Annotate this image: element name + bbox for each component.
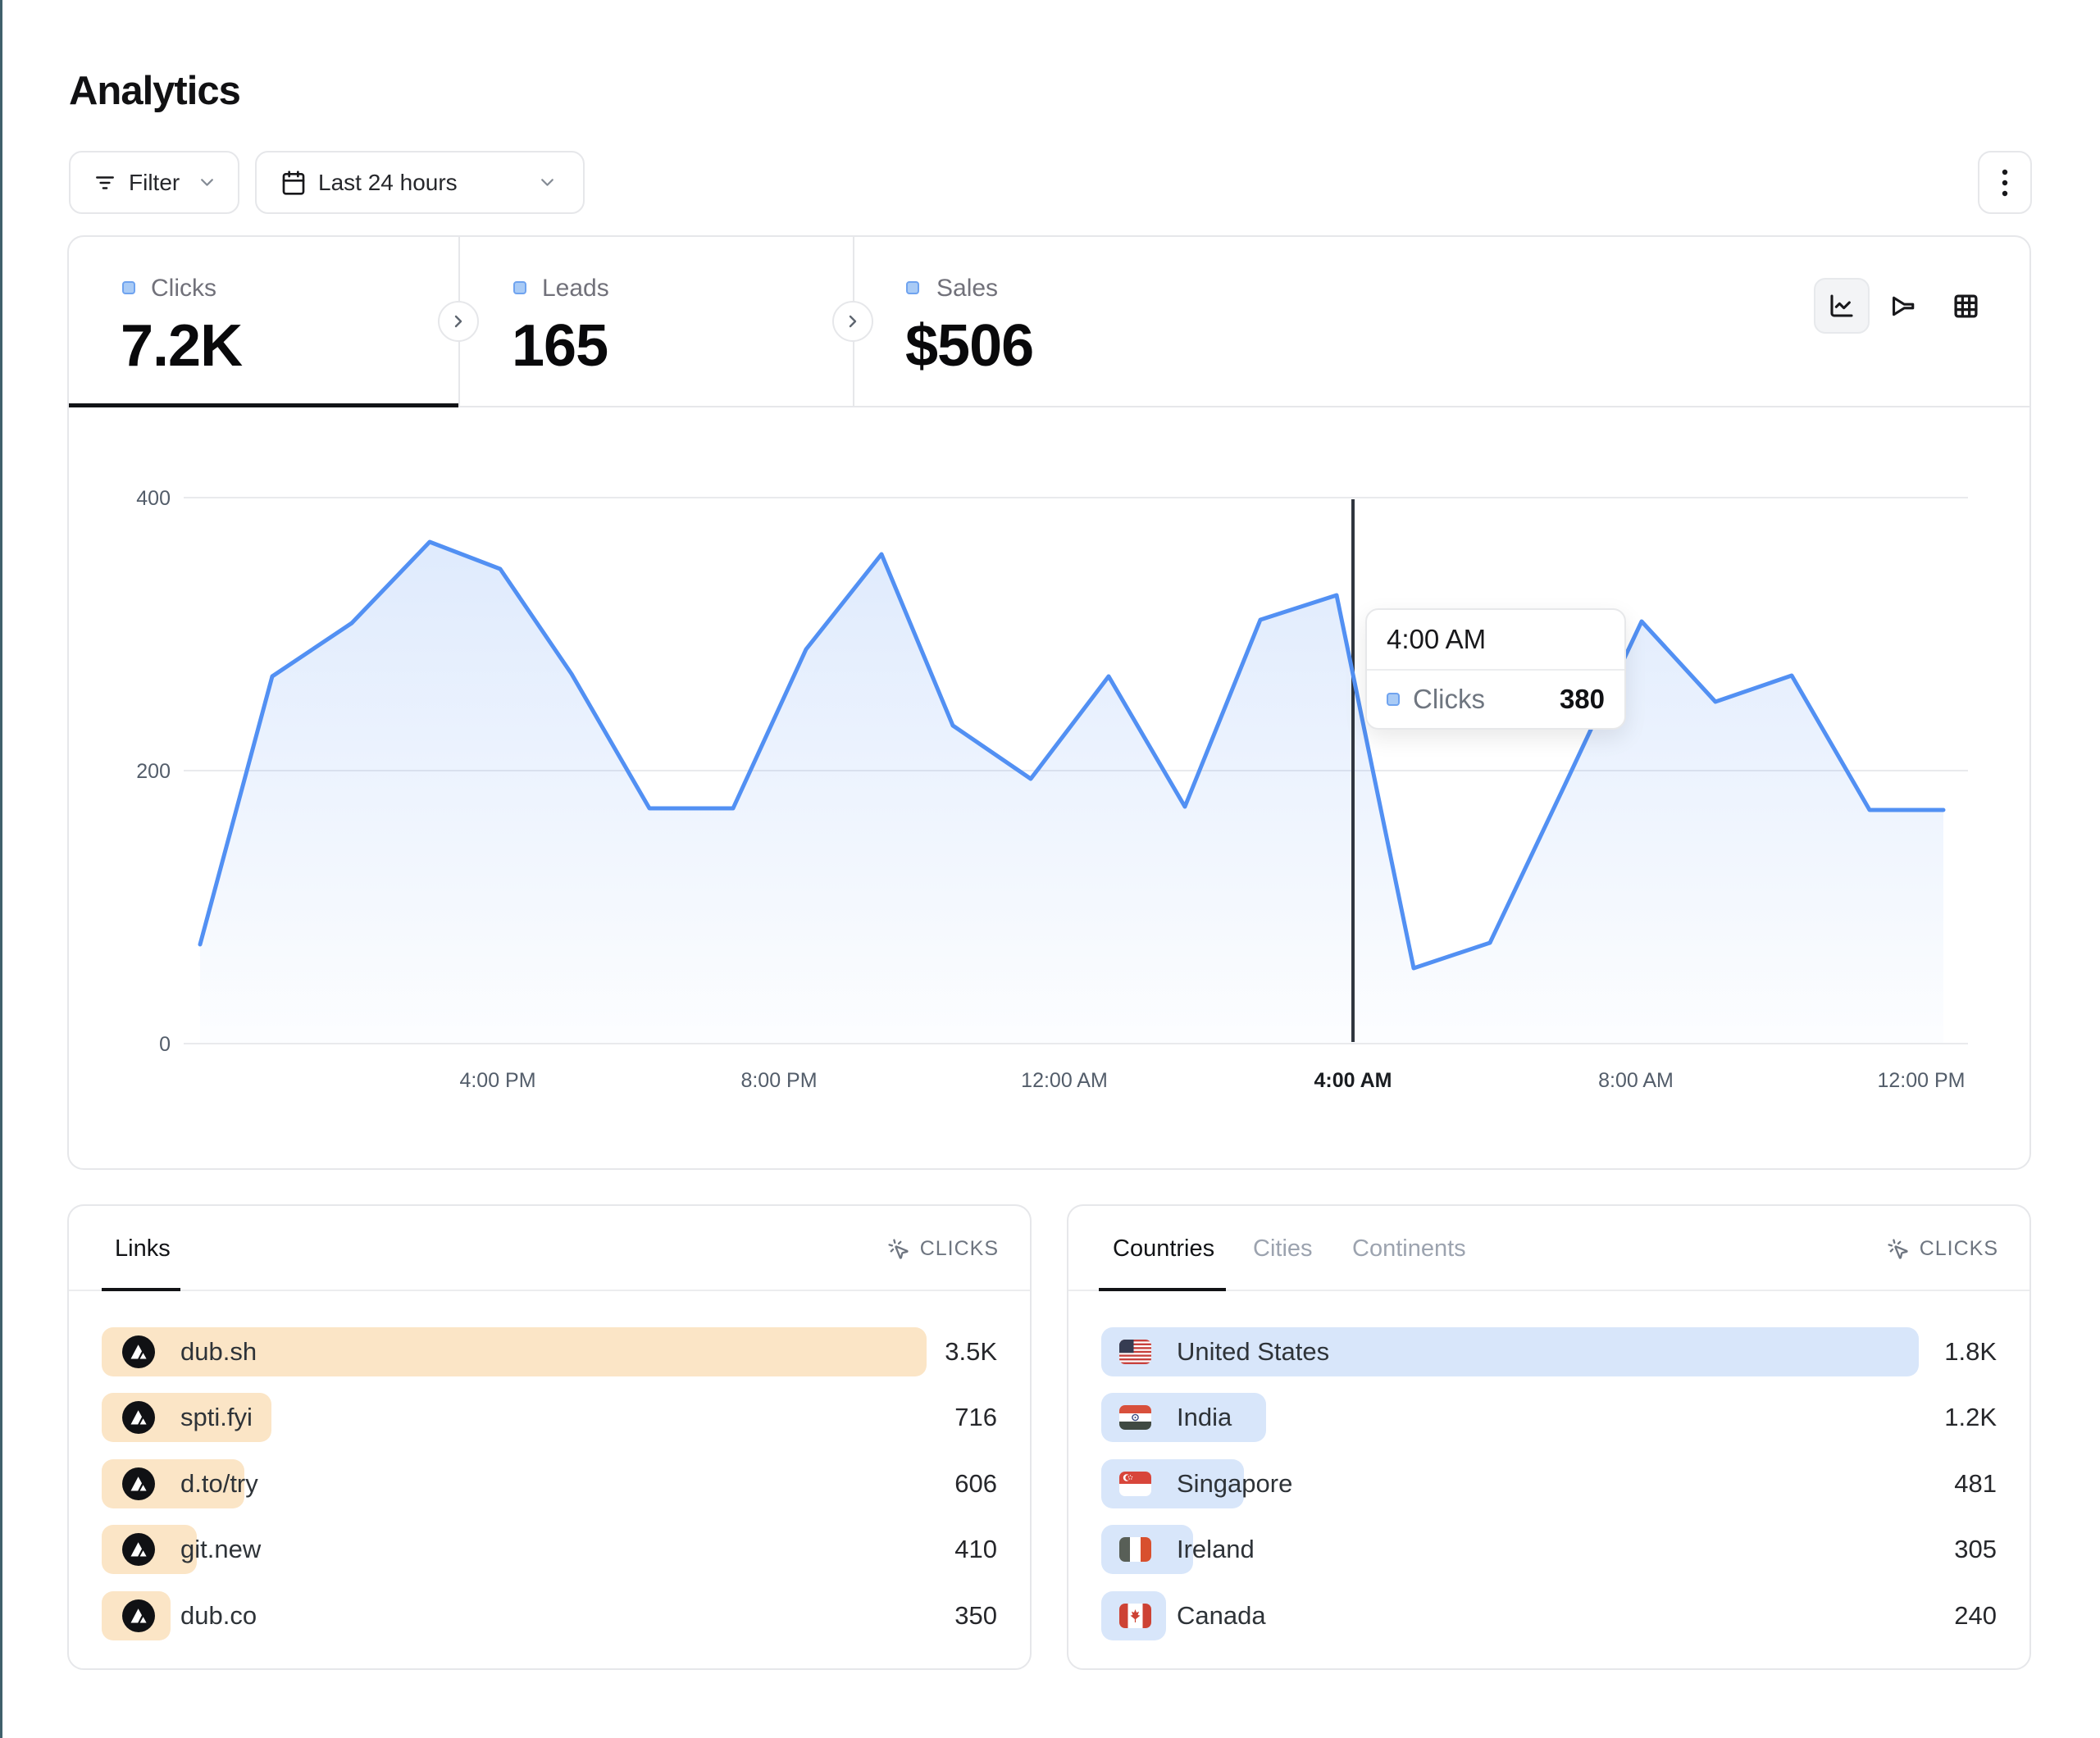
svg-text:8:00 AM: 8:00 AM — [1598, 1069, 1674, 1092]
svg-text:200: 200 — [136, 760, 171, 783]
svg-text:12:00 AM: 12:00 AM — [1021, 1069, 1108, 1092]
svg-text:8:00 PM: 8:00 PM — [740, 1069, 817, 1092]
svg-text:0: 0 — [159, 1033, 171, 1056]
svg-text:4:00 PM: 4:00 PM — [459, 1069, 535, 1092]
svg-text:400: 400 — [136, 487, 171, 510]
svg-text:12:00 PM: 12:00 PM — [1877, 1069, 1965, 1092]
svg-text:4:00 AM: 4:00 AM — [1314, 1069, 1392, 1092]
